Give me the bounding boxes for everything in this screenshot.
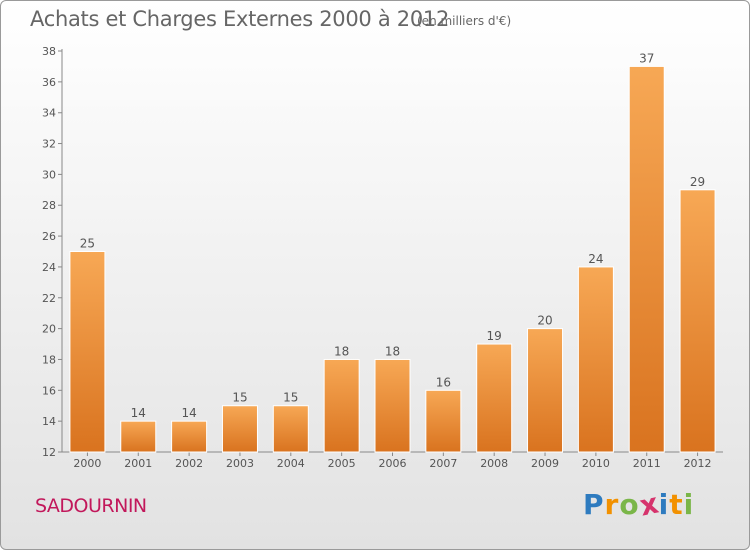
- bar: [374, 358, 411, 453]
- bar-value-label: 19: [487, 329, 502, 343]
- logo-letter: i: [658, 488, 670, 521]
- logo-letter: r: [604, 488, 620, 521]
- y-tick-label: 12: [42, 446, 56, 459]
- bar-value-label: 18: [385, 344, 400, 358]
- bar: [679, 189, 716, 453]
- chart-title: Achats et Charges Externes 2000 à 2012: [30, 7, 450, 31]
- y-tick-label: 22: [42, 292, 56, 305]
- bar: [628, 65, 665, 453]
- bar: [221, 405, 258, 453]
- logo-letter: P: [583, 488, 605, 521]
- bar-value-label: 37: [639, 51, 654, 65]
- bar: [527, 328, 564, 453]
- x-tick-label: 2003: [226, 457, 254, 470]
- logo-letter: o: [619, 488, 640, 521]
- chart-subtitle: (en milliers d'€): [417, 14, 512, 28]
- bar-value-label: 16: [436, 375, 451, 389]
- bar: [476, 343, 513, 453]
- x-tick-label: 2009: [531, 457, 559, 470]
- x-tick-label: 2002: [175, 457, 203, 470]
- x-tick-label: 2001: [124, 457, 152, 470]
- y-tick-label: 24: [42, 261, 56, 274]
- y-tick-label: 14: [42, 415, 56, 428]
- y-tick-label: 28: [42, 199, 56, 212]
- bar-value-label: 24: [588, 252, 603, 266]
- y-tick-label: 20: [42, 323, 56, 336]
- bar: [272, 405, 309, 453]
- bar: [323, 358, 360, 453]
- y-tick-label: 36: [42, 76, 56, 89]
- x-tick-label: 2000: [73, 457, 101, 470]
- x-tick-label: 2008: [480, 457, 508, 470]
- logo-letter: t: [669, 488, 684, 521]
- bar: [425, 389, 462, 453]
- x-tick-label: 2010: [582, 457, 610, 470]
- commune-name: SADOURNIN: [35, 495, 147, 517]
- bar-value-label: 14: [181, 406, 196, 420]
- bar-value-label: 18: [334, 344, 349, 358]
- bar: [171, 420, 208, 453]
- proxiti-logo[interactable]: Proxiti: [583, 486, 695, 522]
- bar-value-label: 15: [283, 391, 298, 405]
- y-tick-label: 26: [42, 230, 56, 243]
- bar: [577, 266, 614, 453]
- y-tick-label: 34: [42, 107, 56, 120]
- y-tick-label: 38: [42, 45, 56, 58]
- bar-value-label: 14: [131, 406, 146, 420]
- x-tick-label: 2007: [429, 457, 457, 470]
- x-tick-label: 2011: [633, 457, 661, 470]
- bar: [120, 420, 157, 453]
- x-tick-label: 2005: [328, 457, 356, 470]
- bar-value-label: 29: [690, 175, 705, 189]
- y-tick-label: 16: [42, 384, 56, 397]
- x-tick-label: 2004: [277, 457, 305, 470]
- y-tick-label: 32: [42, 138, 56, 151]
- x-tick-label: 2006: [379, 457, 407, 470]
- bar-value-label: 20: [537, 314, 552, 328]
- y-tick-label: 18: [42, 353, 56, 366]
- bar-value-label: 15: [232, 391, 247, 405]
- bar: [69, 251, 106, 453]
- bar-value-label: 25: [80, 237, 95, 251]
- x-tick-label: 2012: [684, 457, 712, 470]
- y-tick-label: 30: [42, 168, 56, 181]
- logo-letter: i: [683, 488, 695, 521]
